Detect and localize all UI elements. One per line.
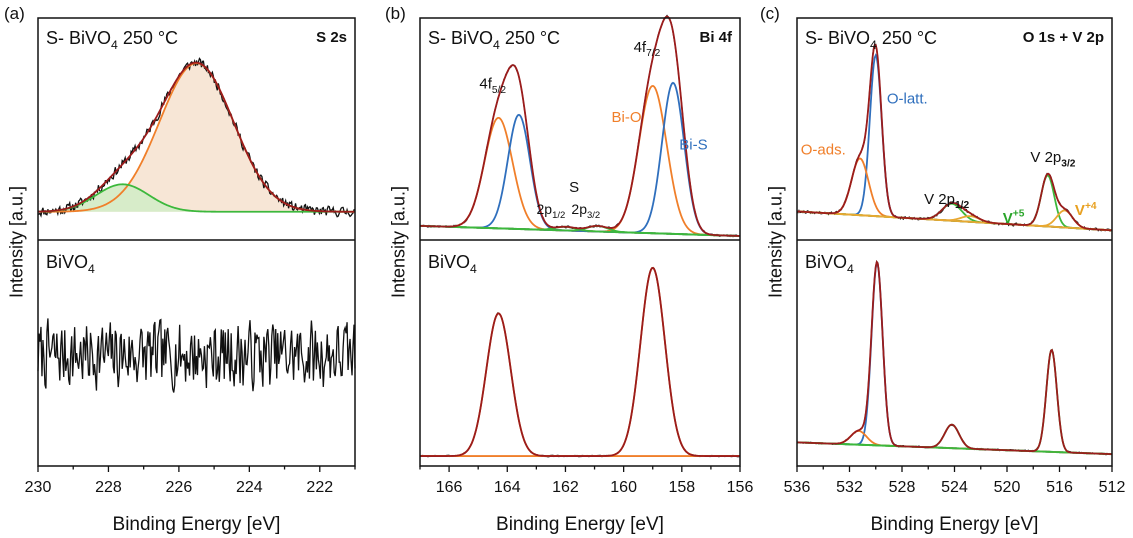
top-panel-title: S- BiVO4 250 °C <box>428 28 560 52</box>
y-axis-label: Intensity [a.u.] <box>765 186 785 298</box>
x-axis-label: Binding Energy [eV] <box>871 514 1039 535</box>
top-panel-title: S- BiVO4 250 °C <box>46 28 178 52</box>
component-fill-0 <box>38 63 355 212</box>
bottom-spectrum <box>37 318 356 393</box>
x-tick-label: 166 <box>436 479 463 496</box>
spectral-region-tag: Bi 4f <box>699 29 733 46</box>
x-axis-label: Binding Energy [eV] <box>113 514 281 535</box>
component-peak-1 <box>420 266 740 457</box>
peak-annotation-1: 4f7/2 <box>634 39 661 59</box>
component-fill-1 <box>38 184 355 212</box>
spectral-region-tag: S 2s <box>316 29 347 46</box>
top-spectrum <box>37 57 356 218</box>
panel-1: (b) Intensity [a.u.] Binding Energy [eV] 16… <box>385 4 753 535</box>
peak-annotation-0: 4f5/2 <box>479 76 506 96</box>
x-tick-label: 156 <box>727 479 754 496</box>
panel-2: (c) Intensity [a.u.] Binding Energy [eV] 53… <box>760 4 1125 535</box>
peak-annotation-2: V 2p1/2 <box>924 191 969 211</box>
component-peak-5 <box>419 224 741 237</box>
top-spectrum <box>419 14 741 238</box>
peak-annotation-6: 2p3/2 <box>571 201 600 221</box>
x-tick-label: 164 <box>494 479 521 496</box>
panel-0: (a) Intensity [a.u.] Binding Energy [eV] 23… <box>4 4 356 535</box>
bottom-panel-title: BiVO4 <box>46 252 95 276</box>
component-peak-3 <box>796 348 1113 456</box>
plot-frame <box>37 17 356 467</box>
component-peak-1 <box>37 183 355 213</box>
x-tick-label: 532 <box>836 479 863 496</box>
x-tick-label: 520 <box>994 479 1021 496</box>
peak-annotation-0: O-ads. <box>801 142 846 159</box>
fit-envelope <box>420 266 740 457</box>
raw-spectrum <box>419 266 741 458</box>
bottom-spectrum <box>419 266 741 458</box>
peak-annotation-5: V+4 <box>1075 201 1097 219</box>
x-tick-label: 512 <box>1099 479 1126 496</box>
raw-spectrum <box>37 318 356 393</box>
peak-annotation-5: 2p1/2 <box>537 201 566 221</box>
plot-frame <box>419 17 741 467</box>
peak-annotation-3: V 2p3/2 <box>1030 149 1075 169</box>
x-tick-label: 516 <box>1046 479 1073 496</box>
x-axis-label: Binding Energy [eV] <box>496 514 664 535</box>
fit-envelope <box>796 43 1113 232</box>
x-tick-label: 226 <box>166 479 193 496</box>
x-tick-label: 162 <box>552 479 579 496</box>
y-axis-label: Intensity [a.u.] <box>388 186 408 298</box>
peak-annotation-4: V+5 <box>1003 208 1025 226</box>
x-tick-label: 222 <box>306 479 333 496</box>
x-tick-label: 528 <box>889 479 916 496</box>
plot-frame <box>796 17 1113 467</box>
x-tick-label: 158 <box>668 479 695 496</box>
x-tick-label: 228 <box>95 479 122 496</box>
x-tick-label: 224 <box>236 479 263 496</box>
top-panel-title: S- BiVO4 250 °C <box>805 28 937 52</box>
fit-envelope <box>796 260 1113 456</box>
bottom-spectrum <box>796 260 1113 456</box>
fit-envelope <box>419 15 741 237</box>
y-axis-label: Intensity [a.u.] <box>6 186 26 298</box>
fit-envelope <box>37 61 355 213</box>
peak-annotation-4: S <box>569 179 579 196</box>
component-peak-5 <box>796 210 1113 232</box>
x-tick-label: 524 <box>941 479 968 496</box>
panel-label: (c) <box>760 4 780 23</box>
peak-annotation-2: Bi-O <box>612 109 642 126</box>
x-tick-label: 230 <box>25 479 52 496</box>
spectral-region-tag: O 1s + V 2p <box>1023 29 1104 46</box>
peak-annotation-3: Bi-S <box>679 136 707 153</box>
peak-annotation-1: O-latt. <box>887 91 928 108</box>
x-tick-label: 536 <box>784 479 811 496</box>
top-spectrum <box>796 43 1113 232</box>
component-peak-0 <box>420 312 740 457</box>
panel-label: (a) <box>4 4 25 23</box>
x-tick-label: 160 <box>610 479 637 496</box>
panel-label: (b) <box>385 4 406 23</box>
bottom-panel-title: BiVO4 <box>805 252 854 276</box>
bottom-panel-title: BiVO4 <box>428 252 477 276</box>
